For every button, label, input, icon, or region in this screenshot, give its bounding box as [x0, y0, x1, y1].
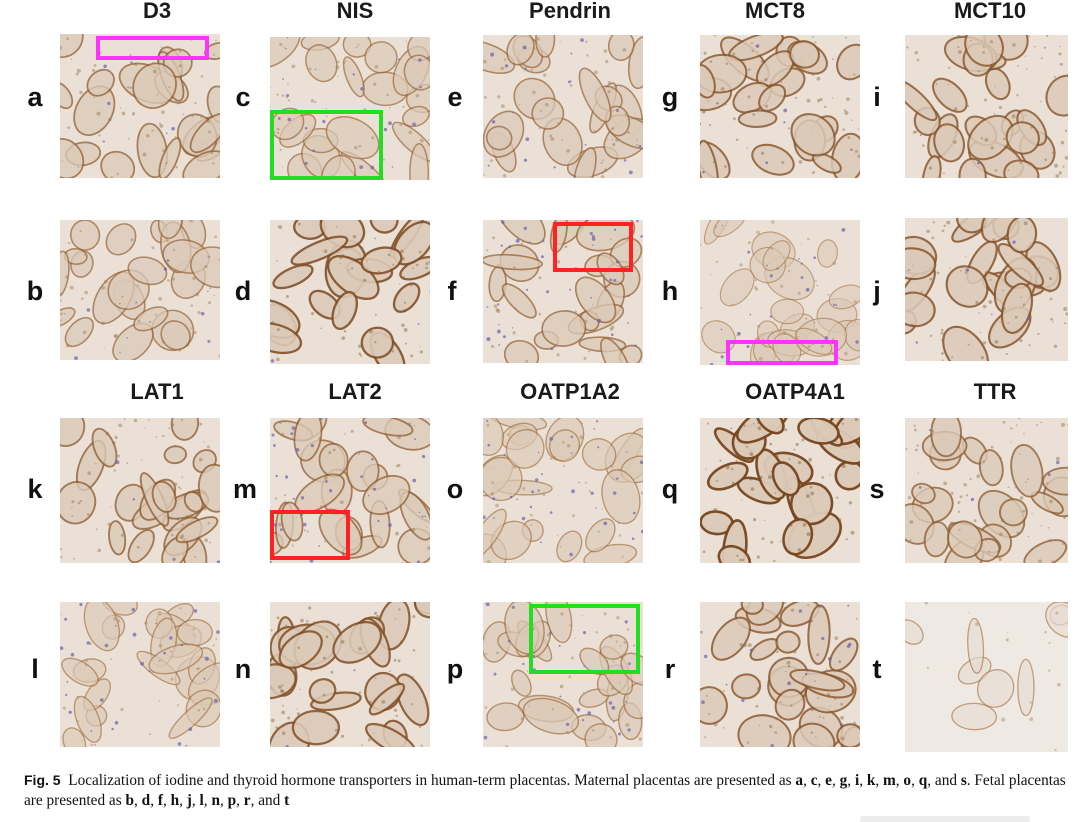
- panel-letter: j: [873, 276, 881, 306]
- panel-letter: n: [234, 654, 252, 684]
- column-title-oatp4a1: OATP4A1: [745, 379, 845, 404]
- panel-letter: e: [447, 82, 463, 112]
- panel-letter: g: [661, 82, 679, 112]
- micrograph-panel-d: [270, 220, 430, 364]
- figure-label: Fig. 5: [24, 772, 61, 788]
- panel-letter: r: [664, 654, 676, 684]
- panel-letter: p: [446, 654, 464, 684]
- micrograph-panel-j: [905, 218, 1068, 361]
- panel-letter: b: [26, 276, 44, 306]
- highlight-box-magenta: [96, 36, 209, 60]
- figure-caption: Fig. 5 Localization of iodine and thyroi…: [24, 770, 1069, 811]
- column-title-ttr: TTR: [973, 379, 1017, 404]
- micrograph-panel-s: [905, 418, 1068, 563]
- panel-letter: a: [27, 82, 43, 112]
- panel-letter: h: [661, 276, 679, 306]
- caption-text: Localization of iodine and thyroid hormo…: [24, 772, 1066, 809]
- column-title-d3: D3: [142, 0, 172, 23]
- micrograph-panel-m: [270, 418, 430, 563]
- column-title-lat1: LAT1: [130, 379, 184, 404]
- micrograph-panel-p: [483, 602, 643, 747]
- panel-letter: f: [447, 276, 457, 306]
- micrograph-panel-t: [905, 602, 1068, 752]
- highlight-box-red: [553, 222, 633, 272]
- panel-letter: q: [661, 474, 679, 504]
- highlight-box-green: [270, 110, 383, 180]
- panel-letter: i: [873, 82, 881, 112]
- micrograph-panel-r: [700, 602, 860, 747]
- column-title-lat2: LAT2: [328, 379, 382, 404]
- column-title-nis: NIS: [336, 0, 374, 23]
- panel-letter: o: [446, 474, 464, 504]
- column-title-mct8: MCT8: [745, 0, 805, 23]
- micrograph-panel-g: [700, 35, 860, 178]
- highlight-box-magenta: [726, 340, 838, 365]
- micrograph-panel-o: [483, 418, 643, 563]
- panel-letter: m: [232, 474, 257, 504]
- micrograph-panel-c: [270, 37, 430, 180]
- panel-letter: l: [31, 654, 39, 684]
- scroll-edge-bar: [860, 816, 1030, 822]
- micrograph-panel-e: [483, 35, 643, 178]
- panel-letter: k: [27, 474, 43, 504]
- column-title-mct10: MCT10: [953, 0, 1027, 23]
- micrograph-panel-k: [60, 418, 220, 563]
- highlight-box-red: [270, 510, 350, 560]
- micrograph-panel-q: [700, 418, 860, 563]
- panel-letter: c: [235, 82, 251, 112]
- panel-letter: d: [234, 276, 252, 306]
- panel-letter: t: [872, 654, 882, 684]
- column-title-pendrin: Pendrin: [529, 0, 611, 23]
- micrograph-panel-l: [60, 602, 220, 747]
- micrograph-panel-b: [60, 220, 220, 360]
- highlight-box-green: [529, 604, 640, 674]
- micrograph-panel-n: [270, 602, 430, 747]
- micrograph-panel-i: [905, 35, 1068, 178]
- column-title-oatp1a2: OATP1A2: [520, 379, 620, 404]
- panel-letter: s: [869, 474, 885, 504]
